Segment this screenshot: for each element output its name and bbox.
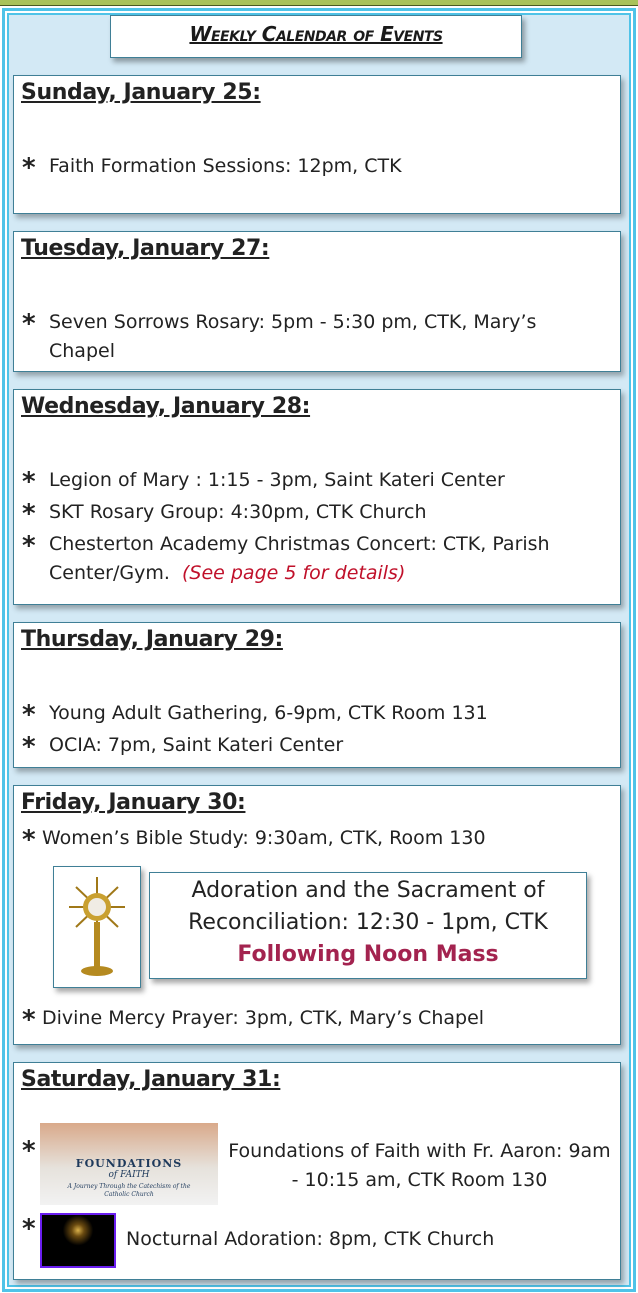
event-item: * Seven Sorrows Rosary: 5pm - 5:30 pm, CT… <box>22 309 537 363</box>
day-section-wednesday: Wednesday, January 28: * Legion of Mary :… <box>13 389 621 605</box>
bullet-icon: * <box>22 467 36 497</box>
foundations-of-faith-image: FOUNDATIONS of FAITH A Journey Through t… <box>40 1123 218 1205</box>
day-section-tuesday: Tuesday, January 27: * Seven Sorrows Rosa… <box>13 231 621 372</box>
day-heading: Tuesday, January 27: <box>21 236 270 261</box>
day-section-sunday: Sunday, January 25: * Faith Formation Ses… <box>13 75 621 214</box>
event-item: * Divine Mercy Prayer: 3pm, CTK, Mary’s C… <box>22 1005 485 1035</box>
event-item: * Legion of Mary : 1:15 - 3pm, Saint Kate… <box>22 467 505 497</box>
bullet-icon: * <box>22 1214 36 1244</box>
day-heading: Friday, January 30: <box>21 790 246 815</box>
bullet-icon: * <box>22 1005 36 1035</box>
day-heading: Sunday, January 25: <box>21 80 261 105</box>
event-item: * Women’s Bible Study: 9:30am, CTK, Room … <box>22 825 486 855</box>
day-section-saturday: Saturday, January 31: * FOUNDATIONS of F… <box>13 1062 621 1280</box>
bullet-icon: * <box>22 732 36 762</box>
event-item: * Young Adult Gathering, 6-9pm, CTK Room … <box>22 700 488 730</box>
event-item: Foundations of Faith with Fr. Aaron: 9am… <box>228 1140 611 1191</box>
monstrance-image <box>53 866 141 988</box>
bullet-icon: * <box>22 153 36 183</box>
see-page-note: (See page 5 for details) <box>181 562 406 584</box>
day-heading: Saturday, January 31: <box>21 1067 281 1092</box>
day-heading: Wednesday, January 28: <box>21 394 311 419</box>
bullet-icon: * <box>22 531 36 561</box>
event-item: * Chesterton Academy Christmas Concert: C… <box>22 531 550 585</box>
adoration-callout: Adoration and the Sacrament of Reconcili… <box>149 872 587 979</box>
bullet-icon: * <box>22 309 36 339</box>
event-item: * SKT Rosary Group: 4:30pm, CTK Church <box>22 499 427 529</box>
bullet-icon: * <box>22 499 36 529</box>
event-item: * OCIA: 7pm, Saint Kateri Center <box>22 732 344 762</box>
bullet-icon: * <box>22 825 36 855</box>
day-section-thursday: Thursday, January 29: * Young Adult Gathe… <box>13 622 621 768</box>
event-item: Nocturnal Adoration: 8pm, CTK Church <box>126 1228 495 1250</box>
top-border <box>0 0 638 6</box>
calendar-title-box: Weekly Calendar of Events <box>110 15 522 58</box>
bullet-icon: * <box>22 1136 36 1166</box>
bullet-icon: * <box>22 700 36 730</box>
foundations-tagline: A Journey Through the Catechism of the C… <box>67 1183 191 1198</box>
calendar-title: Weekly Calendar of Events <box>189 22 443 46</box>
day-section-friday: Friday, January 30: * Women’s Bible Study… <box>13 785 621 1045</box>
nocturnal-adoration-image <box>40 1213 116 1268</box>
event-item: * Faith Formation Sessions: 12pm, CTK <box>22 153 402 183</box>
day-heading: Thursday, January 29: <box>21 627 283 652</box>
